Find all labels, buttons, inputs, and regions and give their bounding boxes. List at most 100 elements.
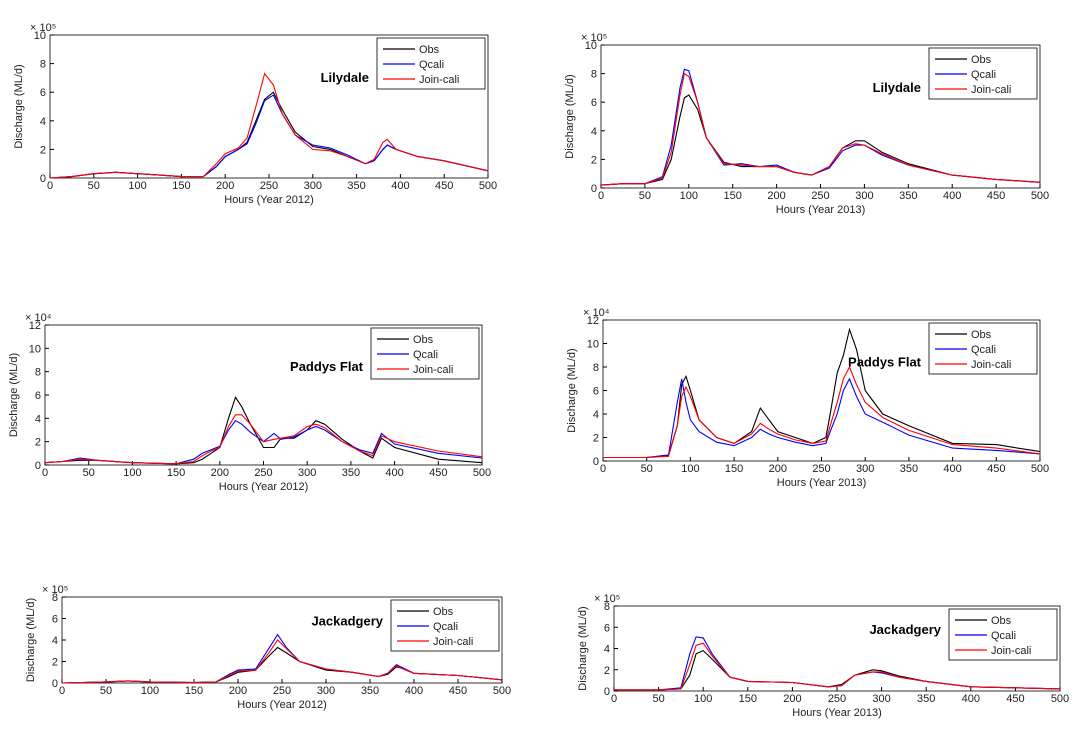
series-line (61, 639, 503, 684)
x-tick-label: 500 (1051, 693, 1069, 705)
legend-label: Qcali (971, 344, 996, 356)
x-tick-label: 0 (611, 693, 617, 705)
chart: 0 50 100 150 200 250 300 350 400 450 500 0 2 4 6 8 10× 1… (13, 22, 497, 206)
x-tick-label: 150 (739, 693, 757, 705)
x-tick-label: 50 (88, 180, 100, 192)
y-axis-label: Discharge (ML/d) (25, 598, 37, 682)
y-tick-label: 6 (591, 97, 597, 109)
chart: 0 50 100 150 200 250 300 350 400 450 500 0 2 4 6 8 10 12×… (8, 312, 491, 493)
x-tick-label: 450 (987, 190, 1005, 202)
y-tick-label: 6 (604, 622, 610, 634)
y-tick-label: 8 (52, 592, 58, 604)
x-tick-label: 400 (943, 190, 961, 202)
x-tick-label: 400 (405, 685, 423, 697)
y-tick-label: 4 (40, 116, 46, 128)
legend-label: Join-cali (433, 636, 473, 648)
legend-label: Join-cali (419, 74, 459, 86)
x-tick-label: 100 (141, 685, 159, 697)
legend-label: Obs (971, 54, 992, 66)
y-tick-label: 6 (35, 390, 41, 402)
legend-label: Join-cali (413, 364, 453, 376)
x-tick-label: 50 (100, 685, 112, 697)
x-axis-label: Hours (Year 2013) (792, 707, 881, 719)
legend-label: Join-cali (971, 359, 1011, 371)
x-tick-label: 300 (856, 463, 874, 475)
y-tick-label: 8 (40, 59, 46, 71)
x-tick-label: 50 (639, 190, 651, 202)
y-tick-label: 10 (585, 40, 597, 52)
x-tick-label: 0 (47, 180, 53, 192)
x-tick-label: 300 (298, 467, 316, 479)
x-tick-label: 50 (652, 693, 664, 705)
x-tick-label: 100 (694, 693, 712, 705)
y-tick-label: 4 (35, 413, 41, 425)
y-tick-label: 6 (40, 87, 46, 99)
y-tick-label: 8 (35, 367, 41, 379)
x-tick-label: 100 (680, 190, 698, 202)
y-axis-label: Discharge (ML/d) (577, 606, 589, 690)
y-tick-label: 4 (604, 644, 610, 656)
y-exponent: × 10⁵ (581, 32, 607, 44)
x-tick-label: 50 (83, 467, 95, 479)
x-tick-label: 350 (342, 467, 360, 479)
y-tick-label: 4 (52, 635, 58, 647)
x-tick-label: 450 (435, 180, 453, 192)
x-tick-label: 500 (1031, 463, 1049, 475)
x-tick-label: 250 (260, 180, 278, 192)
y-tick-label: 0 (604, 686, 610, 698)
x-axis-label: Hours (Year 2012) (224, 194, 313, 206)
y-tick-label: 12 (29, 320, 41, 332)
y-tick-label: 2 (604, 665, 610, 677)
x-tick-label: 50 (641, 463, 653, 475)
series-line (603, 365, 1041, 459)
y-tick-label: 8 (591, 69, 597, 81)
y-tick-label: 0 (591, 183, 597, 195)
chart: 0 50 100 150 200 250 300 350 400 450 500 0 2 4 6 8 10× 1… (564, 32, 1049, 216)
x-tick-label: 500 (1031, 190, 1049, 202)
y-tick-label: 4 (591, 126, 597, 138)
series-line (600, 72, 1041, 186)
y-tick-label: 0 (52, 678, 58, 690)
y-tick-label: 8 (604, 601, 610, 613)
y-tick-label: 0 (35, 460, 41, 472)
y-tick-label: 6 (593, 386, 599, 398)
x-tick-label: 350 (899, 190, 917, 202)
x-tick-label: 400 (391, 180, 409, 192)
x-tick-label: 350 (917, 693, 935, 705)
x-axis-label: Hours (Year 2012) (237, 699, 326, 711)
legend-label: Qcali (433, 621, 458, 633)
x-tick-label: 0 (42, 467, 48, 479)
x-tick-label: 200 (229, 685, 247, 697)
y-exponent: × 10⁴ (583, 307, 610, 319)
chart-title: Lilydale (873, 80, 921, 95)
x-axis-label: Hours (Year 2013) (777, 477, 866, 489)
x-tick-label: 300 (855, 190, 873, 202)
chart: 0 50 100 150 200 250 300 350 400 450 500 0 2 4 6 8× 10⁵… (25, 584, 511, 711)
legend-label: Join-cali (991, 645, 1031, 657)
chart-title: Lilydale (321, 70, 369, 85)
x-tick-label: 100 (123, 467, 141, 479)
x-tick-label: 200 (767, 190, 785, 202)
x-tick-label: 200 (211, 467, 229, 479)
x-tick-label: 0 (598, 190, 604, 202)
x-tick-label: 450 (429, 467, 447, 479)
x-axis-label: Hours (Year 2013) (776, 204, 865, 216)
legend-label: Obs (419, 44, 440, 56)
chart: 0 50 100 150 200 250 300 350 400 450 500 0 2 4 6 8 10 12×… (566, 307, 1049, 489)
y-tick-label: 4 (593, 409, 599, 421)
x-tick-label: 250 (254, 467, 272, 479)
series-line (603, 327, 1041, 459)
y-exponent: × 10⁵ (30, 22, 56, 34)
x-tick-label: 500 (479, 180, 497, 192)
x-tick-label: 100 (128, 180, 146, 192)
chart-title: Jackadgery (869, 622, 941, 637)
x-tick-label: 400 (962, 693, 980, 705)
x-tick-label: 500 (473, 467, 491, 479)
x-tick-label: 400 (943, 463, 961, 475)
y-axis-label: Discharge (ML/d) (566, 348, 578, 432)
x-tick-label: 150 (167, 467, 185, 479)
x-tick-label: 150 (724, 190, 742, 202)
legend-label: Obs (433, 606, 454, 618)
y-axis-label: Discharge (ML/d) (13, 64, 25, 148)
